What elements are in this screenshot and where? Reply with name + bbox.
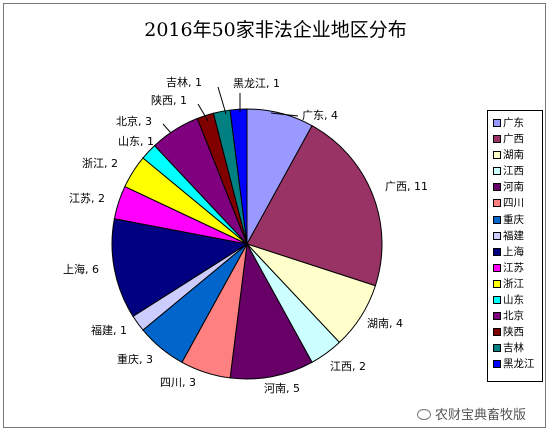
legend-label-5: 四川 — [503, 197, 524, 210]
legend-item-5: 四川 — [488, 196, 542, 212]
wechat-icon — [417, 409, 431, 420]
legend-item-13: 陕西 — [488, 325, 542, 341]
legend-label-4: 河南 — [503, 181, 524, 194]
data-label-2: 湖南, 4 — [367, 317, 403, 330]
legend-item-0: 广东 — [488, 116, 542, 132]
legend-swatch-9 — [493, 263, 501, 272]
legend-swatch-8 — [493, 247, 501, 256]
data-label-11: 山东, 1 — [118, 135, 154, 148]
watermark: 农财宝典畜牧版 — [417, 404, 526, 423]
legend-item-4: 河南 — [488, 180, 542, 196]
legend-label-0: 广东 — [503, 117, 524, 129]
legend-item-8: 上海 — [488, 245, 542, 261]
legend-swatch-12 — [493, 312, 501, 321]
legend-label-6: 重庆 — [503, 213, 524, 226]
legend-item-14: 吉林 — [488, 341, 542, 357]
legend-label-15: 黑龙江 — [503, 358, 535, 371]
chart-title: 2016年50家非法企业地区分布 — [144, 19, 407, 41]
legend-swatch-15 — [493, 360, 501, 369]
legend-label-11: 山东 — [503, 294, 524, 307]
legend-label-8: 上海 — [503, 245, 524, 258]
data-label-7: 福建, 1 — [91, 323, 127, 337]
legend: 广东广西湖南江西河南四川重庆福建上海江苏浙江山东北京陕西吉林黑龙江 — [487, 110, 543, 382]
legend-label-2: 湖南 — [503, 149, 524, 162]
leader-line-0 — [270, 112, 299, 117]
legend-swatch-7 — [493, 231, 501, 240]
legend-label-12: 北京 — [503, 310, 524, 323]
data-label-15: 黑龙江, 1 — [233, 77, 280, 90]
data-label-3: 江西, 2 — [330, 360, 366, 373]
data-label-4: 河南, 5 — [264, 382, 300, 395]
pie-slice-1 — [246, 125, 383, 287]
data-label-5: 四川, 3 — [160, 376, 196, 389]
leader-line-14 — [217, 86, 227, 115]
legend-swatch-13 — [493, 328, 501, 337]
legend-swatch-6 — [493, 215, 501, 224]
watermark-text: 农财宝典畜牧版 — [435, 408, 527, 423]
data-label-14: 吉林, 1 — [166, 75, 202, 89]
legend-item-15: 黑龙江 — [488, 357, 542, 373]
data-label-10: 浙江, 2 — [82, 157, 118, 170]
legend-swatch-1 — [493, 135, 501, 144]
data-label-1: 广西, 11 — [385, 180, 428, 193]
legend-item-2: 湖南 — [488, 148, 542, 164]
legend-swatch-5 — [493, 199, 501, 208]
legend-item-3: 江西 — [488, 164, 542, 180]
legend-swatch-3 — [493, 167, 501, 176]
legend-swatch-4 — [493, 183, 501, 192]
data-label-9: 江苏, 2 — [69, 192, 105, 205]
legend-item-9: 江苏 — [488, 261, 542, 277]
legend-item-12: 北京 — [488, 309, 542, 325]
legend-swatch-2 — [493, 151, 501, 160]
data-label-8: 上海, 6 — [63, 262, 99, 276]
legend-swatch-10 — [493, 279, 501, 288]
legend-item-11: 山东 — [488, 293, 542, 309]
data-label-13: 陕西, 1 — [151, 93, 187, 107]
legend-item-10: 浙江 — [488, 277, 542, 293]
legend-item-1: 广西 — [488, 132, 542, 148]
data-label-6: 重庆, 3 — [117, 352, 153, 366]
legend-label-3: 江西 — [503, 165, 524, 178]
leader-line-13 — [197, 103, 209, 122]
legend-label-1: 广西 — [503, 133, 524, 146]
data-label-12: 北京, 3 — [116, 114, 152, 128]
legend-swatch-0 — [493, 119, 501, 127]
pie-slice-8 — [111, 218, 249, 318]
leader-line-12 — [162, 123, 172, 134]
legend-label-13: 陕西 — [503, 326, 524, 339]
legend-item-7: 福建 — [488, 229, 542, 245]
data-label-0: 广东, 4 — [302, 109, 338, 122]
legend-label-10: 浙江 — [503, 277, 524, 290]
legend-swatch-14 — [493, 344, 501, 353]
pie-slice-15 — [229, 108, 248, 245]
legend-label-9: 江苏 — [503, 261, 524, 274]
legend-label-7: 福建 — [503, 229, 524, 242]
legend-swatch-11 — [493, 296, 501, 305]
legend-label-14: 吉林 — [503, 342, 524, 355]
pie-slice-4 — [229, 242, 313, 380]
legend-item-6: 重庆 — [488, 213, 542, 229]
